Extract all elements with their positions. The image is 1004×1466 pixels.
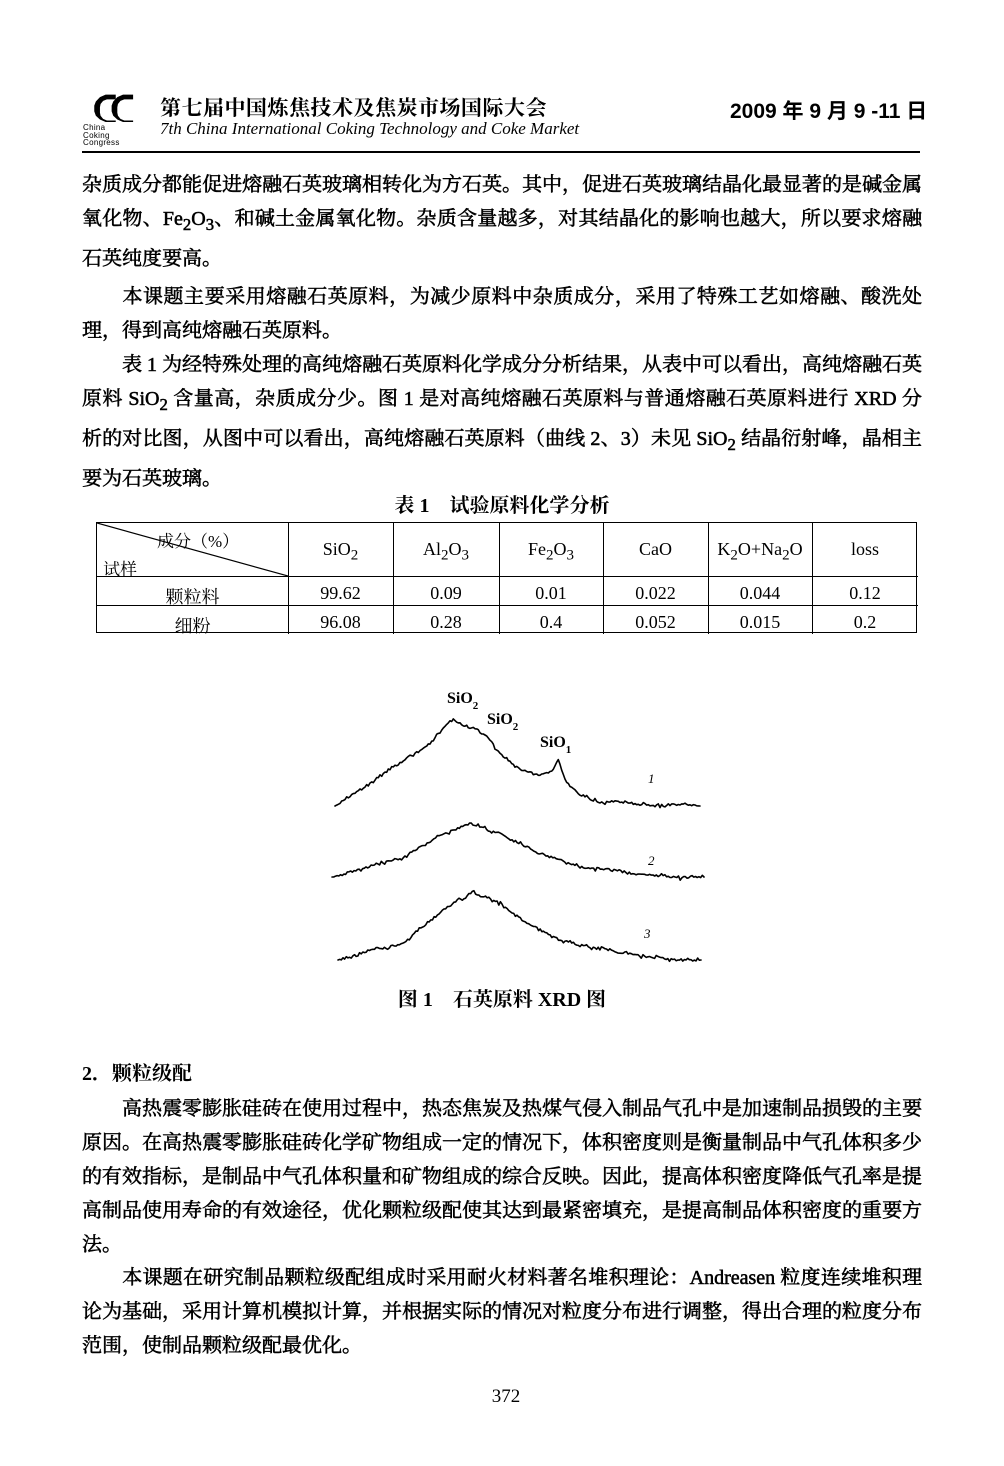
svg-text:SiO1: SiO1 (540, 734, 571, 756)
svg-text:SiO2: SiO2 (487, 711, 519, 733)
svg-text:3: 3 (643, 926, 651, 941)
svg-text:SiO2: SiO2 (447, 690, 479, 712)
svg-text:2: 2 (648, 853, 655, 868)
svg-text:1: 1 (648, 771, 655, 786)
